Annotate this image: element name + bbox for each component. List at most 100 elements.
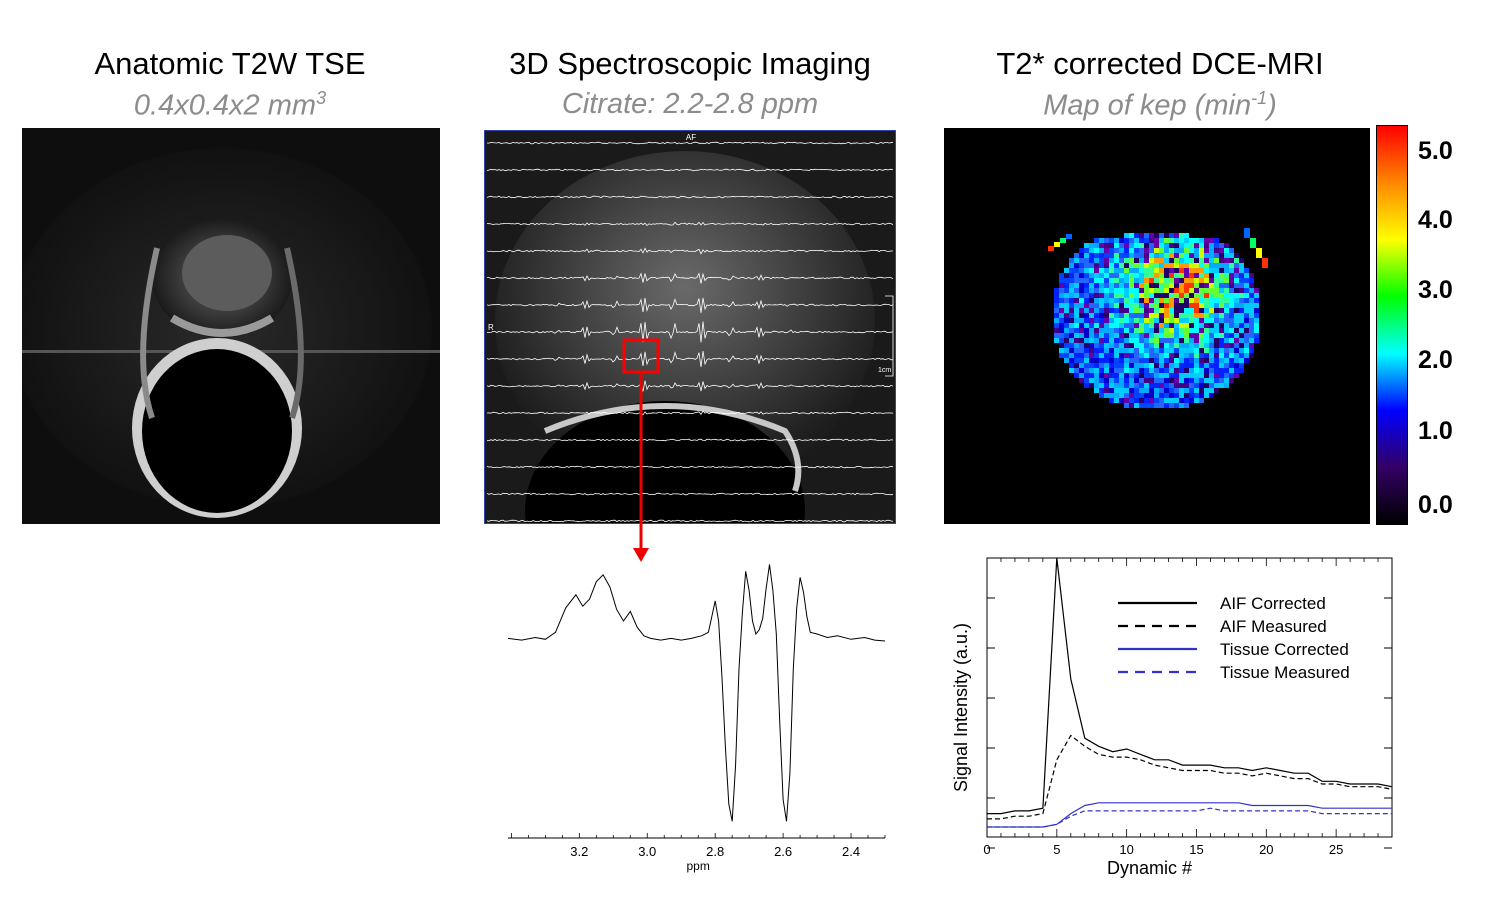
kep-pixel — [1144, 268, 1149, 273]
kep-pixel — [1209, 283, 1214, 288]
kep-pixel — [1104, 388, 1109, 393]
kep-pixel — [1109, 238, 1114, 243]
kep-pixel — [1119, 343, 1124, 348]
kep-pixel — [1239, 358, 1244, 363]
kep-pixel — [1069, 343, 1074, 348]
kep-pixel — [1149, 363, 1154, 368]
kep-pixel — [1199, 258, 1204, 263]
kep-pixel — [1169, 363, 1174, 368]
kep-pixel — [1099, 238, 1104, 243]
kep-pixel — [1234, 278, 1239, 283]
kep-pixel — [1189, 363, 1194, 368]
kep-pixel — [1194, 338, 1199, 343]
kep-pixel — [1084, 258, 1089, 263]
kep-pixel — [1119, 303, 1124, 308]
kep-pixel — [1219, 283, 1224, 288]
kep-pixel — [1094, 293, 1099, 298]
kep-pixel — [1179, 363, 1184, 368]
kep-pixel — [1189, 348, 1194, 353]
kep-pixel — [1184, 333, 1189, 338]
kep-pixel — [1174, 348, 1179, 353]
kep-pixel — [1164, 393, 1169, 398]
kep-pixel — [1164, 273, 1169, 278]
kep-pixel — [1119, 248, 1124, 253]
kep-pixel — [1179, 268, 1184, 273]
kep-pixel — [1119, 253, 1124, 258]
kep-pixel — [1244, 353, 1249, 358]
kep-pixel — [1184, 343, 1189, 348]
kep-pixel — [1194, 278, 1199, 283]
kep-pixel — [1129, 248, 1134, 253]
kep-pixel — [1179, 298, 1184, 303]
kep-pixel — [1099, 358, 1104, 363]
kep-pixel — [1149, 263, 1154, 268]
kep-pixel — [1164, 368, 1169, 373]
kep-pixel — [1129, 333, 1134, 338]
kep-pixel — [1189, 383, 1194, 388]
kep-pixel — [1254, 303, 1259, 308]
kep-pixel — [1124, 338, 1129, 343]
kep-pixel — [1099, 368, 1104, 373]
kep-pixel — [1089, 353, 1094, 358]
kep-pixel — [1124, 383, 1129, 388]
kep-pixel — [1184, 313, 1189, 318]
kep-pixel — [1244, 348, 1249, 353]
kep-pixel — [1229, 363, 1234, 368]
kep-pixel — [1154, 243, 1159, 248]
kep-pixel — [1159, 358, 1164, 363]
kep-pixel — [1134, 303, 1139, 308]
kep-pixel — [1204, 328, 1209, 333]
kep-pixel — [1209, 353, 1214, 358]
kep-pixel — [1169, 283, 1174, 288]
kep-pixel — [1234, 273, 1239, 278]
kep-pixel — [1154, 248, 1159, 253]
kep-pixel — [1194, 348, 1199, 353]
kep-pixel — [1194, 263, 1199, 268]
kep-pixel — [1204, 288, 1209, 293]
kep-pixel — [1149, 358, 1154, 363]
kep-pixel — [1179, 358, 1184, 363]
kep-pixel — [1124, 318, 1129, 323]
kep-pixel — [1209, 388, 1214, 393]
kep-pixel — [1184, 278, 1189, 283]
kep-pixel — [1209, 373, 1214, 378]
kep-pixel — [1224, 253, 1229, 258]
kep-pixel — [1149, 318, 1154, 323]
kep-pixel — [1094, 348, 1099, 353]
kep-pixel — [1184, 348, 1189, 353]
kep-pixel — [1174, 258, 1179, 263]
kep-pixel — [1119, 243, 1124, 248]
kep-pixel — [1229, 348, 1234, 353]
kep-pixel — [1104, 318, 1109, 323]
kep-pixel — [1129, 288, 1134, 293]
kep-pixel — [1174, 398, 1179, 403]
kep-pixel — [1084, 363, 1089, 368]
kep-pixel — [1209, 263, 1214, 268]
kep-pixel — [1169, 373, 1174, 378]
kep-pixel — [1104, 343, 1109, 348]
kep-pixel — [1179, 393, 1184, 398]
kep-pixel — [1239, 298, 1244, 303]
kep-pixel — [1209, 313, 1214, 318]
kep-pixel — [1089, 333, 1094, 338]
kep-pixel — [1109, 373, 1114, 378]
kep-pixel — [1184, 298, 1189, 303]
kep-pixel — [1069, 328, 1074, 333]
kep-pixel — [1144, 243, 1149, 248]
kep-pixel — [1139, 398, 1144, 403]
kep-pixel — [1184, 233, 1189, 238]
kep-pixel — [1094, 258, 1099, 263]
mrsi-spectrum-row — [486, 410, 894, 416]
kep-pixel — [1114, 333, 1119, 338]
kep-pixel — [1154, 383, 1159, 388]
kep-pixel — [1194, 308, 1199, 313]
kep-pixel — [1084, 373, 1089, 378]
kep-pixel — [1144, 313, 1149, 318]
kep-pixel — [1074, 293, 1079, 298]
kep-pixel — [1249, 348, 1254, 353]
dce-x-tick-label: 25 — [1329, 842, 1343, 857]
kep-pixel — [1054, 313, 1059, 318]
kep-pixel — [1134, 323, 1139, 328]
kep-pixel — [1129, 353, 1134, 358]
kep-pixel — [1084, 328, 1089, 333]
